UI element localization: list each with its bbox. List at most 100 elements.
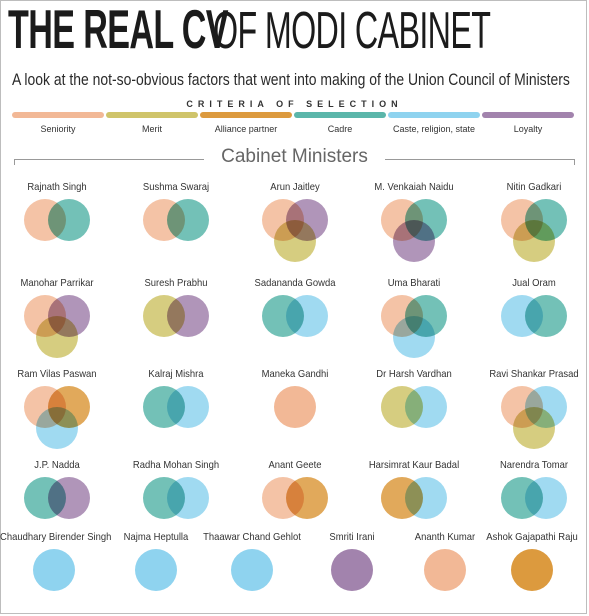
criteria-venn xyxy=(501,295,567,337)
criteria-color-bar xyxy=(106,112,198,118)
criteria-circle-cadre xyxy=(167,199,209,241)
criteria-venn xyxy=(262,477,328,519)
minister-card: J.P. Nadda xyxy=(0,459,117,521)
criteria-circle-merit xyxy=(274,220,316,262)
minister-name: Jual Oram xyxy=(512,277,556,289)
minister-card: Ram Vilas Paswan xyxy=(0,368,117,452)
minister-name: Harsimrat Kaur Badal xyxy=(368,459,460,471)
criteria-circle-caste xyxy=(135,549,177,591)
minister-card: Sadananda Gowda xyxy=(235,277,355,339)
criteria-circle-seniority xyxy=(274,386,316,428)
criteria-venn xyxy=(381,386,447,428)
minister-card: Smriti Irani xyxy=(292,531,412,593)
subtitle: A look at the not-so-obvious factors tha… xyxy=(12,70,570,89)
minister-name: Ram Vilas Paswan xyxy=(17,368,97,380)
criteria-label: Seniority xyxy=(40,124,76,134)
criteria-venn xyxy=(33,549,75,591)
section-header: Cabinet Ministers xyxy=(0,146,589,170)
minister-name: Ravi Shankar Prasad xyxy=(489,368,579,380)
criteria-venn xyxy=(135,549,177,591)
criteria-venn xyxy=(262,295,328,337)
criteria-circle-merit xyxy=(513,407,555,449)
criteria-color-bar xyxy=(200,112,292,118)
criteria-circle-loyalty xyxy=(331,549,373,591)
criteria-color-bar xyxy=(294,112,386,118)
minister-name: Maneka Gandhi xyxy=(261,368,329,380)
criteria-circle-caste xyxy=(167,386,209,428)
criteria-item-loyalty: Loyalty xyxy=(482,112,574,134)
section-tick-left xyxy=(14,159,15,165)
criteria-venn xyxy=(143,199,209,241)
criteria-circle-merit xyxy=(36,316,78,358)
criteria-venn xyxy=(24,477,90,519)
section-tick-right xyxy=(574,159,575,165)
minister-name: Sushma Swaraj xyxy=(142,181,210,193)
minister-card: Manohar Parrikar xyxy=(0,277,117,361)
criteria-circle-cadre xyxy=(525,295,567,337)
criteria-venn xyxy=(381,199,447,262)
criteria-circle-cadre xyxy=(48,199,90,241)
criteria-item-merit: Merit xyxy=(106,112,198,134)
criteria-circle-caste xyxy=(231,549,273,591)
criteria-item-seniority: Seniority xyxy=(12,112,104,134)
minister-name: Dr Harsh Vardhan xyxy=(376,368,452,380)
criteria-venn xyxy=(143,295,209,337)
criteria-circle-caste xyxy=(33,549,75,591)
criteria-color-bar xyxy=(482,112,574,118)
criteria-item-alliance: Alliance partner xyxy=(200,112,292,134)
section-title: Cabinet Ministers xyxy=(0,146,589,168)
minister-name: Ananth Kumar xyxy=(414,531,476,543)
minister-card: Narendra Tomar xyxy=(474,459,589,521)
section-rule-left xyxy=(14,159,204,160)
criteria-venn xyxy=(143,386,209,428)
minister-card: Radha Mohan Singh xyxy=(116,459,236,521)
minister-card: Arun Jaitley xyxy=(235,181,355,265)
minister-card: Uma Bharati xyxy=(354,277,474,361)
minister-card: Nitin Gadkari xyxy=(474,181,589,265)
section-rule-right xyxy=(385,159,575,160)
criteria-venn xyxy=(24,295,90,358)
title-bold: THE REAL CV xyxy=(8,0,229,60)
criteria-circle-loyalty xyxy=(48,477,90,519)
minister-card: Kalraj Mishra xyxy=(116,368,236,430)
minister-card: Maneka Gandhi xyxy=(235,368,355,430)
criteria-venn xyxy=(424,549,466,591)
minister-name: Arun Jaitley xyxy=(270,181,320,193)
minister-card: M. Venkaiah Naidu xyxy=(354,181,474,265)
minister-name: Kalraj Mishra xyxy=(148,368,204,380)
criteria-circle-caste xyxy=(167,477,209,519)
minister-card: Suresh Prabhu xyxy=(116,277,236,339)
criteria-circle-merit xyxy=(513,220,555,262)
criteria-venn xyxy=(501,199,567,262)
minister-name: Chaudhary Birender Singh xyxy=(0,531,112,543)
minister-name: Sadananda Gowda xyxy=(254,277,336,289)
minister-card: Dr Harsh Vardhan xyxy=(354,368,474,430)
minister-name: Nitin Gadkari xyxy=(506,181,562,193)
criteria-item-cadre: Cadre xyxy=(294,112,386,134)
minister-name: Anant Geete xyxy=(268,459,322,471)
minister-name: J.P. Nadda xyxy=(34,459,80,471)
minister-card: Ashok Gajapathi Raju xyxy=(472,531,589,593)
criteria-item-caste: Caste, religion, state xyxy=(388,112,480,134)
criteria-color-bar xyxy=(388,112,480,118)
minister-card: Sushma Swaraj xyxy=(116,181,236,243)
criteria-venn xyxy=(381,477,447,519)
criteria-label: Loyalty xyxy=(513,124,543,134)
criteria-heading: CRITERIA OF SELECTION xyxy=(186,99,403,109)
minister-card: Thaawar Chand Gehlot xyxy=(192,531,312,593)
minister-name: Ashok Gajapathi Raju xyxy=(486,531,578,543)
criteria-venn xyxy=(231,549,273,591)
title-light: OF MODI CABINET xyxy=(213,2,491,60)
criteria-venn xyxy=(262,199,328,262)
minister-card: Harsimrat Kaur Badal xyxy=(354,459,474,521)
minister-card: Najma Heptulla xyxy=(96,531,216,593)
criteria-circle-caste xyxy=(405,386,447,428)
criteria-color-bar xyxy=(12,112,104,118)
minister-name: Uma Bharati xyxy=(387,277,441,289)
minister-name: Thaawar Chand Gehlot xyxy=(203,531,301,543)
criteria-circle-caste xyxy=(393,316,435,358)
minister-name: Radha Mohan Singh xyxy=(132,459,220,471)
minister-card: Ravi Shankar Prasad xyxy=(474,368,589,452)
criteria-venn xyxy=(511,549,553,591)
